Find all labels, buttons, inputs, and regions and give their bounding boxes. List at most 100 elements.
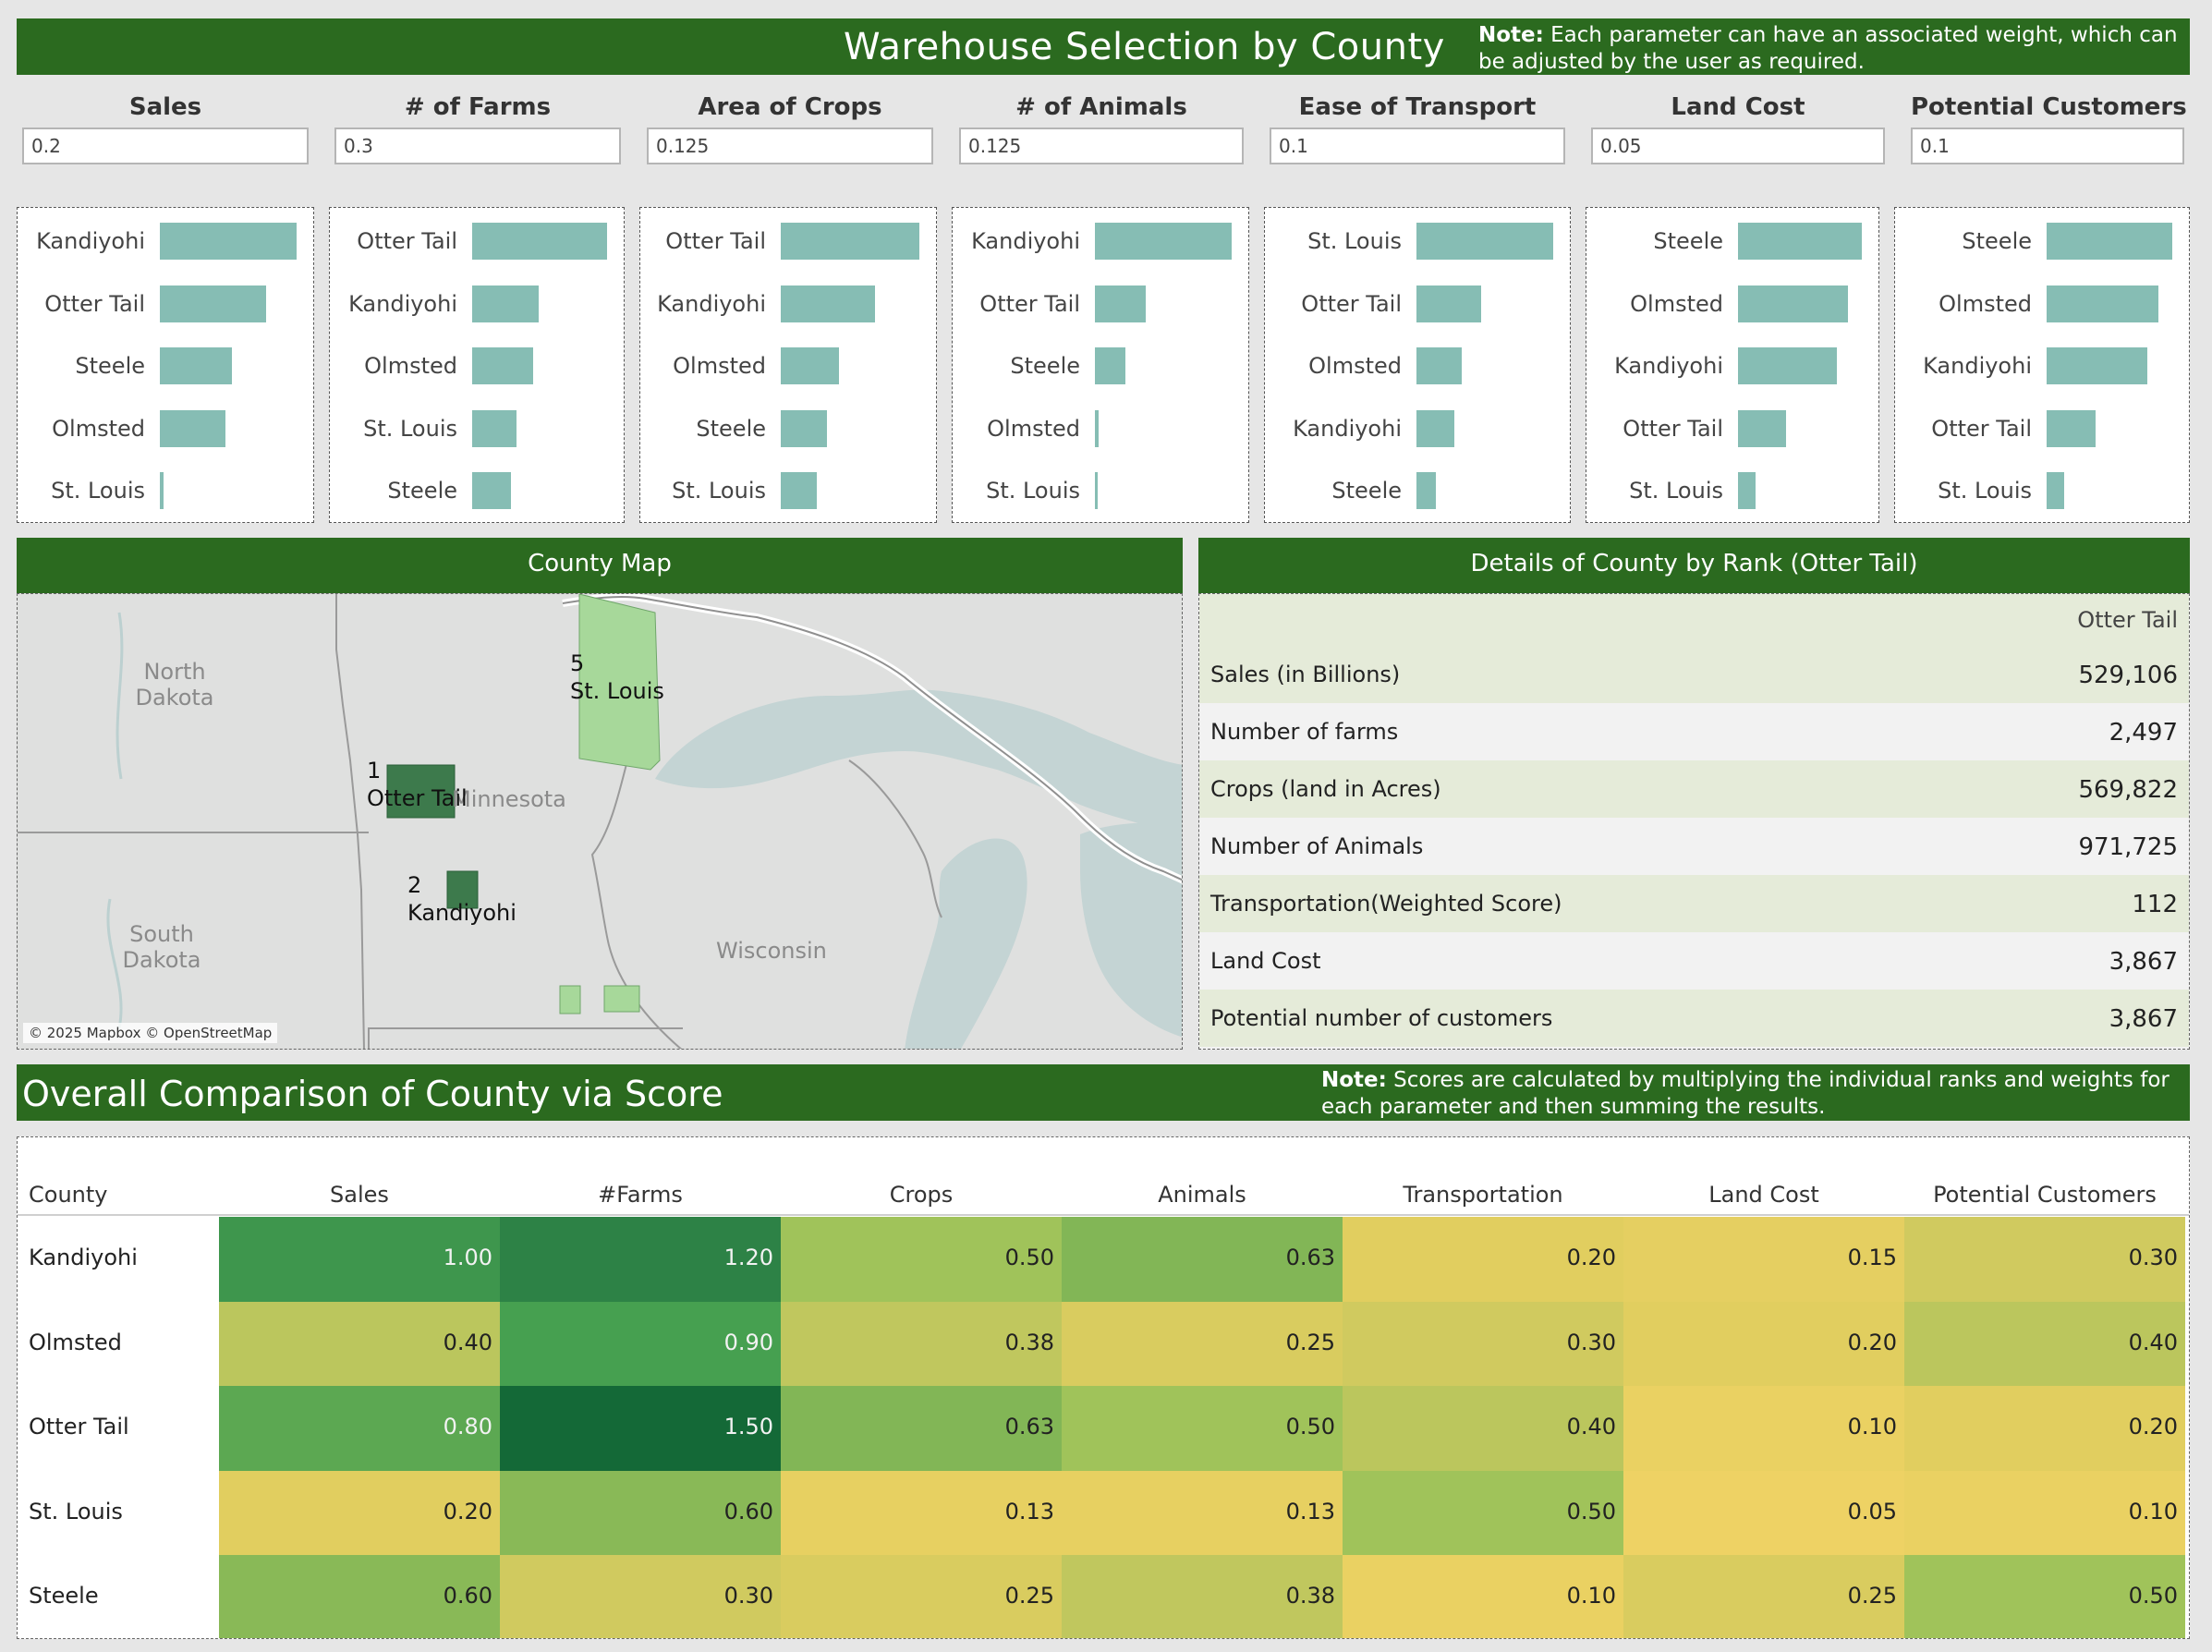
score-cell[interactable]: 0.13 — [781, 1470, 1062, 1556]
rank-bar[interactable] — [1416, 409, 1455, 447]
score-cell[interactable]: 0.25 — [1623, 1555, 1904, 1638]
rank-bar[interactable] — [160, 223, 297, 260]
score-cell[interactable]: 0.60 — [219, 1555, 500, 1638]
score-cell[interactable]: 0.50 — [1062, 1386, 1343, 1471]
rank-row[interactable]: Olmsted — [1265, 347, 1570, 384]
score-cell[interactable]: 1.00 — [219, 1217, 500, 1302]
score-cell[interactable]: 0.10 — [1623, 1386, 1904, 1471]
farms-weight-input[interactable] — [334, 128, 621, 164]
rank-bar[interactable] — [472, 285, 539, 322]
rank-row[interactable]: Steele — [1265, 472, 1570, 509]
rank-row[interactable]: St. Louis — [330, 409, 624, 447]
rank-row[interactable]: Otter Tail — [640, 223, 936, 260]
score-cell[interactable]: 0.40 — [1904, 1301, 2185, 1387]
rank-row[interactable]: Kandiyohi — [953, 223, 1248, 260]
rank-bar[interactable] — [1095, 223, 1232, 260]
score-cell[interactable]: 0.25 — [1062, 1301, 1343, 1387]
score-cell[interactable]: 0.63 — [781, 1386, 1062, 1471]
score-cell[interactable]: 0.40 — [219, 1301, 500, 1387]
map-pin-kandiyohi[interactable]: 2 Kandiyohi — [407, 871, 517, 927]
score-cell[interactable]: 0.80 — [219, 1386, 500, 1471]
rank-bar[interactable] — [781, 347, 839, 384]
score-cell[interactable]: 0.30 — [1904, 1217, 2185, 1302]
rank-row[interactable]: Olmsted — [330, 347, 624, 384]
rank-bar[interactable] — [1095, 472, 1098, 509]
rank-bar[interactable] — [1416, 223, 1553, 260]
animals-weight-input[interactable] — [959, 128, 1244, 164]
rank-bar[interactable] — [1738, 472, 1756, 509]
score-cell[interactable]: 0.15 — [1623, 1217, 1904, 1302]
score-column-header[interactable]: Potential Customers — [1933, 1182, 2157, 1208]
rank-bar[interactable] — [781, 285, 875, 322]
score-cell[interactable]: 0.38 — [1062, 1555, 1343, 1638]
rank-row[interactable]: Olmsted — [953, 409, 1248, 447]
rank-bar[interactable] — [1416, 347, 1462, 384]
rank-row[interactable]: St. Louis — [18, 472, 313, 509]
rank-bar[interactable] — [472, 223, 607, 260]
rank-bar[interactable] — [781, 223, 919, 260]
score-column-header[interactable]: Sales — [330, 1182, 389, 1208]
transport-weight-input[interactable] — [1270, 128, 1565, 164]
rank-row[interactable]: Kandiyohi — [330, 285, 624, 322]
rank-row[interactable]: St. Louis — [1895, 472, 2189, 509]
rank-row[interactable]: Kandiyohi — [640, 285, 936, 322]
rank-bar[interactable] — [781, 472, 817, 509]
rank-bar[interactable] — [1416, 472, 1436, 509]
score-cell[interactable]: 0.30 — [500, 1555, 781, 1638]
score-cell[interactable]: 0.10 — [1904, 1470, 2185, 1556]
rank-row[interactable]: Otter Tail — [1895, 409, 2189, 447]
rank-bar[interactable] — [472, 472, 512, 509]
rank-row[interactable]: St. Louis — [1265, 223, 1570, 260]
rank-row[interactable]: Kandiyohi — [1895, 347, 2189, 384]
rank-row[interactable]: Olmsted — [640, 347, 936, 384]
rank-bar[interactable] — [160, 409, 226, 447]
rank-bar[interactable] — [781, 409, 827, 447]
rank-row[interactable]: St. Louis — [640, 472, 936, 509]
score-cell[interactable]: 0.30 — [1343, 1301, 1623, 1387]
score-cell[interactable]: 1.50 — [500, 1386, 781, 1471]
rank-bar[interactable] — [2047, 472, 2065, 509]
rank-row[interactable]: Kandiyohi — [18, 223, 313, 260]
score-cell[interactable]: 0.20 — [219, 1470, 500, 1556]
rank-bar[interactable] — [2047, 347, 2147, 384]
score-cell[interactable]: 0.38 — [781, 1301, 1062, 1387]
score-cell[interactable]: 1.20 — [500, 1217, 781, 1302]
rank-row[interactable]: Otter Tail — [18, 285, 313, 322]
map-pin-st-louis[interactable]: 5 St. Louis — [570, 650, 664, 705]
score-column-header[interactable]: Animals — [1158, 1182, 1246, 1208]
rank-row[interactable]: Steele — [18, 347, 313, 384]
score-cell[interactable]: 0.10 — [1343, 1555, 1623, 1638]
rank-row[interactable]: St. Louis — [953, 472, 1248, 509]
score-column-header[interactable]: Transportation — [1403, 1182, 1563, 1208]
rank-row[interactable]: Kandiyohi — [1586, 347, 1878, 384]
score-column-header[interactable]: County — [29, 1182, 108, 1208]
score-cell[interactable]: 0.63 — [1062, 1217, 1343, 1302]
rank-row[interactable]: Steele — [1586, 223, 1878, 260]
crops-weight-input[interactable] — [647, 128, 933, 164]
score-cell[interactable]: 0.50 — [1343, 1470, 1623, 1556]
rank-bar[interactable] — [2047, 285, 2159, 322]
rank-row[interactable]: Otter Tail — [330, 223, 624, 260]
map-pin-otter-tail[interactable]: 1 Otter Tail — [367, 757, 468, 812]
land-cost-weight-input[interactable] — [1591, 128, 1885, 164]
rank-bar[interactable] — [1738, 409, 1787, 447]
score-column-header[interactable]: Land Cost — [1708, 1182, 1819, 1208]
rank-bar[interactable] — [160, 285, 267, 322]
score-cell[interactable]: 0.25 — [781, 1555, 1062, 1638]
rank-row[interactable]: Olmsted — [1895, 285, 2189, 322]
score-cell[interactable]: 0.05 — [1623, 1470, 1904, 1556]
rank-bar[interactable] — [472, 347, 533, 384]
rank-bar[interactable] — [472, 409, 517, 447]
score-column-header[interactable]: Crops — [889, 1182, 954, 1208]
customers-weight-input[interactable] — [1911, 128, 2184, 164]
score-cell[interactable]: 0.13 — [1062, 1470, 1343, 1556]
score-cell[interactable]: 0.20 — [1343, 1217, 1623, 1302]
sales-weight-input[interactable] — [22, 128, 309, 164]
score-column-header[interactable]: #Farms — [598, 1182, 683, 1208]
rank-bar[interactable] — [1416, 285, 1481, 322]
score-cell[interactable]: 0.50 — [781, 1217, 1062, 1302]
rank-row[interactable]: Otter Tail — [953, 285, 1248, 322]
rank-bar[interactable] — [1095, 409, 1100, 447]
score-cell[interactable]: 0.50 — [1904, 1555, 2185, 1638]
rank-row[interactable]: Otter Tail — [1586, 409, 1878, 447]
